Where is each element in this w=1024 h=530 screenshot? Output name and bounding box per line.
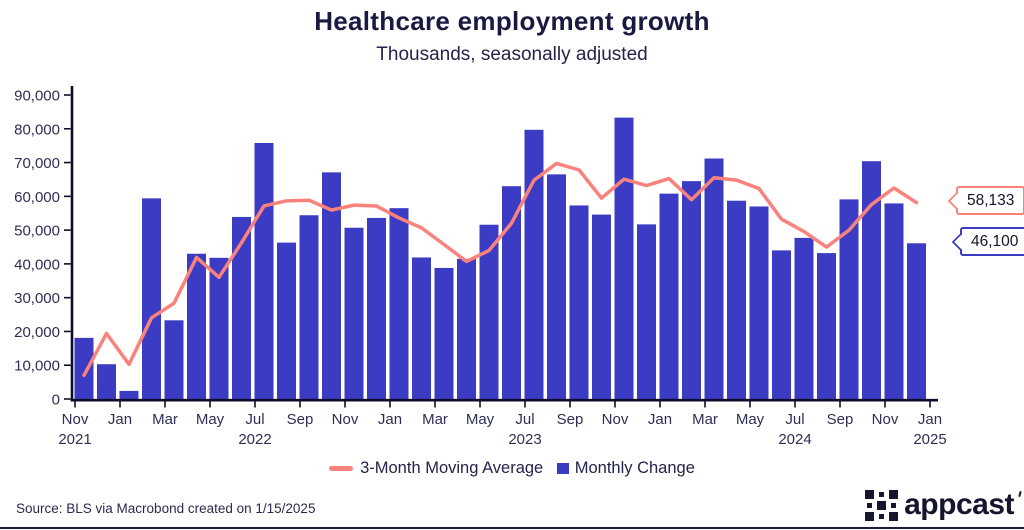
svg-text:Mar: Mar xyxy=(422,411,448,428)
svg-text:Nov: Nov xyxy=(62,411,89,428)
svg-text:Sep: Sep xyxy=(557,411,584,428)
source-note: Source: BLS via Macrobond created on 1/1… xyxy=(16,501,316,516)
svg-text:May: May xyxy=(736,411,765,428)
svg-text:Jan: Jan xyxy=(378,411,402,428)
bottom-rule xyxy=(0,526,1024,529)
svg-text:2025: 2025 xyxy=(913,431,946,448)
svg-text:Jul: Jul xyxy=(245,411,264,428)
svg-text:70,000: 70,000 xyxy=(14,155,60,172)
svg-text:2024: 2024 xyxy=(778,431,811,448)
svg-text:May: May xyxy=(196,411,225,428)
svg-text:40,000: 40,000 xyxy=(14,256,60,273)
appcast-logo-mark-icon xyxy=(863,489,899,522)
appcast-logo: appcast xyxy=(863,488,1022,522)
svg-text:Nov: Nov xyxy=(602,411,629,428)
svg-text:2023: 2023 xyxy=(508,431,541,448)
svg-text:2021: 2021 xyxy=(58,431,91,448)
page-title: Healthcare employment growth xyxy=(314,6,710,36)
svg-text:80,000: 80,000 xyxy=(14,121,60,138)
moving-average-line-swatch xyxy=(329,465,354,472)
svg-text:Jan: Jan xyxy=(108,411,132,428)
svg-text:Mar: Mar xyxy=(152,411,178,428)
svg-text:Jul: Jul xyxy=(785,411,804,428)
svg-text:10,000: 10,000 xyxy=(14,358,60,375)
svg-text:Nov: Nov xyxy=(332,411,359,428)
moving-average-value: 58,133 xyxy=(967,192,1015,209)
svg-text:50,000: 50,000 xyxy=(14,223,60,240)
svg-text:20,000: 20,000 xyxy=(14,324,60,341)
svg-text:Mar: Mar xyxy=(692,411,718,428)
monthly-change-callout: 46,100 xyxy=(960,227,1024,256)
legend-label-monthly-change: Monthly Change xyxy=(574,459,695,477)
svg-text:Jul: Jul xyxy=(515,411,534,428)
monthly-change-square-swatch xyxy=(557,462,569,475)
svg-text:30,000: 30,000 xyxy=(14,290,60,307)
svg-text:May: May xyxy=(466,411,495,428)
appcast-wordmark: appcast xyxy=(904,488,1022,522)
svg-text:Jan: Jan xyxy=(918,411,942,428)
svg-text:Sep: Sep xyxy=(827,411,854,428)
legend-label-moving-average: 3-Month Moving Average xyxy=(360,459,544,477)
monthly-change-value: 46,100 xyxy=(971,233,1019,250)
svg-text:0: 0 xyxy=(52,392,60,409)
moving-average-callout: 58,133 xyxy=(956,186,1024,215)
svg-text:90,000: 90,000 xyxy=(14,88,60,105)
svg-text:Sep: Sep xyxy=(287,411,314,428)
svg-text:Jan: Jan xyxy=(648,411,672,428)
chart-subtitle: Thousands, seasonally adjusted xyxy=(376,44,648,65)
svg-text:60,000: 60,000 xyxy=(14,189,60,206)
legend: 3-Month Moving Average Monthly Change xyxy=(0,459,1024,478)
svg-text:2022: 2022 xyxy=(238,431,271,448)
svg-text:Nov: Nov xyxy=(872,411,899,428)
